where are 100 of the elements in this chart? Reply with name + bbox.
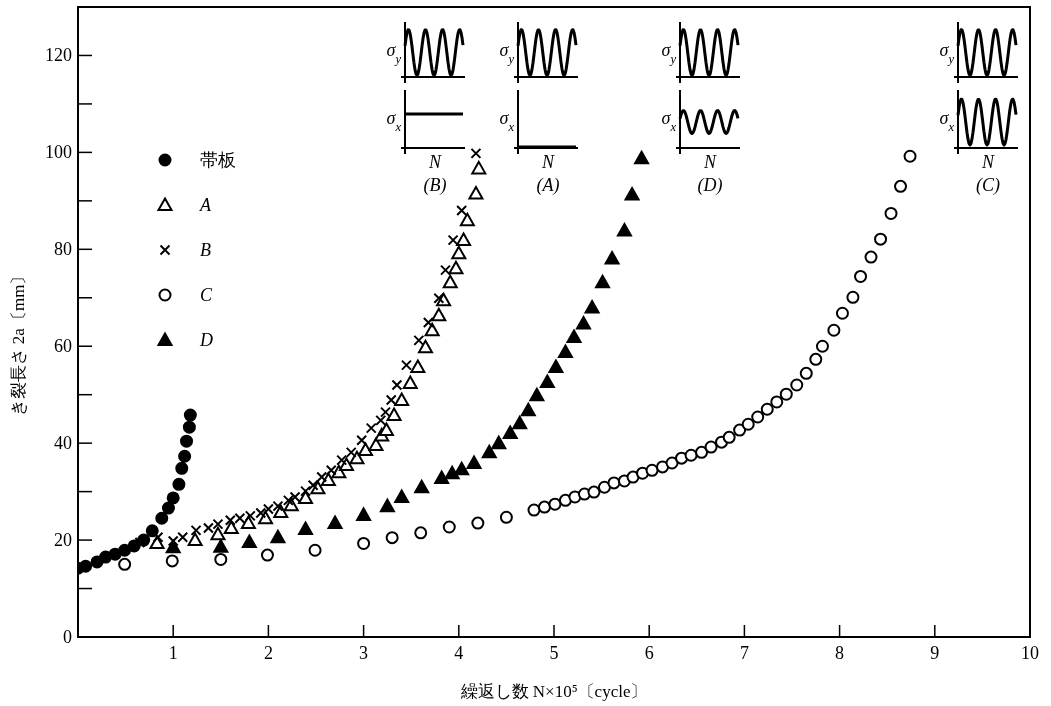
annotation: σ$_{x}$ [939,108,955,134]
point [894,179,908,193]
point [456,232,472,247]
point [223,520,239,534]
point [298,521,314,535]
point [548,497,562,511]
annotation: σ$_{y}$ [939,40,955,66]
point [656,460,670,474]
point [454,461,470,476]
point [241,534,257,549]
point [604,251,620,265]
point [375,414,387,426]
point [417,339,433,354]
point [118,557,132,571]
x-tick-label: 6 [644,643,654,663]
point [349,450,365,465]
point [270,529,286,544]
x-tick-label: 8 [835,643,845,663]
point [316,471,328,483]
point [134,537,146,548]
point [178,449,192,463]
point [327,515,343,530]
y-axis-title: き裂長さ 2a〔mm〕 [9,267,28,417]
point [466,455,482,470]
point [307,479,319,491]
point [391,379,403,391]
point [471,160,487,175]
point [320,472,336,486]
point [155,511,169,525]
point [684,448,698,462]
point [884,206,898,220]
point [835,306,849,320]
point [422,316,434,328]
point [166,491,180,505]
legend-label: B [200,240,211,260]
x-tick-label: 2 [263,643,273,663]
point [751,410,765,424]
point [357,536,371,550]
point [481,444,497,459]
y-tick-label: 60 [54,336,72,357]
point [846,290,860,304]
point [584,299,600,314]
point [165,539,181,554]
point [695,445,709,459]
point [400,359,412,371]
annotation: N [980,152,995,172]
point [289,491,301,503]
point [161,501,175,515]
point [447,234,459,246]
point [434,470,450,485]
point [424,322,440,337]
point [799,366,813,380]
point [597,480,611,494]
point [471,516,485,530]
point [595,274,611,289]
y-tick-label: 20 [54,530,72,551]
point [378,422,394,437]
point [616,222,632,237]
point [414,479,430,494]
legend-label: 帯板 [200,150,236,170]
annotation: (D) [697,175,723,196]
x-tick-label: 10 [1021,643,1039,663]
point [760,402,774,416]
legend-label: D [199,330,213,350]
point [444,465,460,480]
point [451,245,467,260]
point [282,494,294,506]
annotation: σ$_{x}$ [386,108,402,134]
y-tick-label: 100 [45,142,72,163]
point [448,260,464,275]
point [308,543,322,557]
y-tick-label: 80 [54,239,72,260]
point [722,430,736,444]
point [394,489,410,503]
point [180,434,194,448]
point [165,554,179,568]
point [385,394,397,406]
point [770,395,784,409]
point [298,490,314,504]
point [187,532,203,547]
annotation: N [427,152,442,172]
point [190,524,202,536]
point [213,539,229,553]
x-axis-title: 繰返し数 N×10⁵〔cycle〕 [459,682,648,701]
point [414,526,428,540]
point [442,520,456,534]
point [356,507,372,521]
point [499,510,513,524]
point [790,378,804,392]
point [827,323,841,337]
point [704,440,718,454]
legend-label: A [199,195,212,215]
point [470,147,482,159]
point [779,387,793,401]
x-tick-label: 7 [739,643,749,663]
annotation: N [702,152,717,172]
x-tick-label: 5 [549,643,559,663]
point [214,552,228,566]
annotation: (B) [423,175,447,196]
point [520,402,536,417]
